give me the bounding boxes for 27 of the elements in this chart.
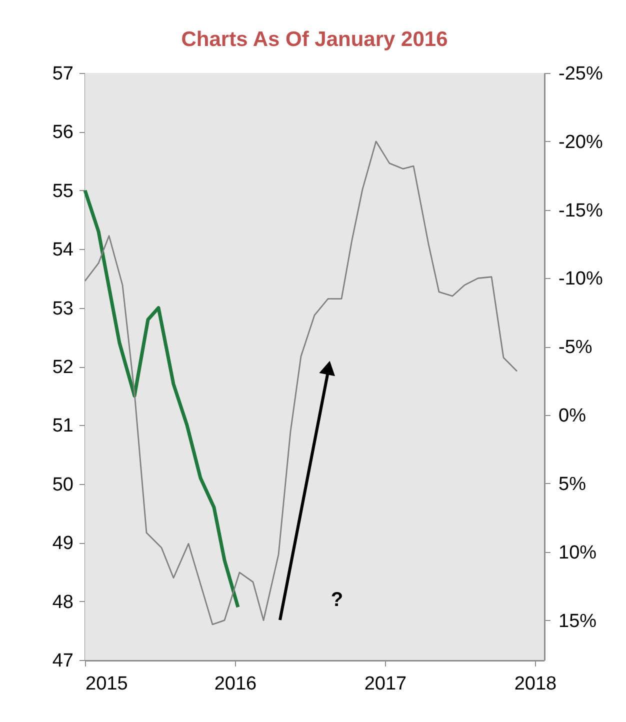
y-tick-label: 51	[52, 416, 74, 437]
y2-tick-label: 0%	[558, 406, 586, 427]
y2-tick-label: 5%	[558, 474, 586, 495]
y-tick-label: 53	[52, 298, 74, 320]
y-tick-label: 56	[52, 122, 74, 144]
x-tick-label: 2018	[514, 674, 557, 694]
line-series	[83, 188, 240, 609]
y2-tick-label: -15%	[558, 200, 603, 222]
x-tick-label: 2016	[214, 674, 257, 694]
y2-tick-label: 10%	[558, 542, 597, 564]
y-tick-label: 47	[52, 650, 74, 672]
y2-tick-label: -20%	[558, 132, 603, 153]
y2-tick-label: -25%	[558, 64, 603, 84]
x-tick-label: 2017	[364, 674, 407, 694]
y-tick-label: 49	[52, 533, 74, 554]
chart-title: Charts As Of January 2016	[181, 28, 448, 51]
annotation: ?	[330, 589, 344, 611]
y-tick-label: 55	[52, 180, 74, 202]
y-tick-label: 48	[52, 592, 74, 613]
y2-tick-label: 15%	[558, 610, 597, 632]
y-tick-label: 52	[52, 357, 74, 378]
y-tick-label: 54	[52, 240, 74, 261]
y-tick-label: 57	[52, 64, 74, 84]
x-tick-label: 2015	[86, 674, 128, 694]
y2-tick-label: -10%	[558, 268, 603, 290]
y2-tick-label: -5%	[558, 337, 592, 358]
y-tick-label: 50	[52, 474, 74, 496]
